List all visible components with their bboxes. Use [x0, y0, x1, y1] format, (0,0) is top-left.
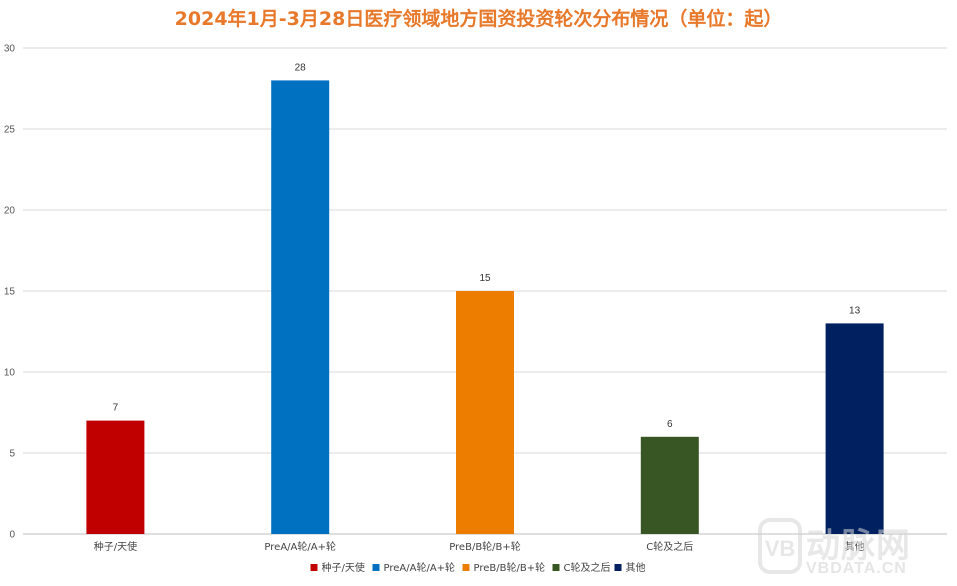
legend-entry: PreB/B轮/B+轮	[474, 561, 546, 574]
legend-entry: 种子/天使	[322, 561, 365, 574]
vb-logo-icon: VB	[758, 518, 802, 574]
data-label: 6	[667, 419, 673, 430]
bar	[640, 436, 699, 534]
legend-swatch	[614, 564, 622, 571]
y-axis-ticks: 0 5 10 15 20 25 30	[4, 44, 16, 541]
watermark-title: 动脉网	[806, 526, 911, 566]
data-label: 7	[113, 403, 119, 414]
legend-swatch	[552, 564, 560, 571]
legend: 种子/天使 PreA/A轮/A+轮 PreB/B轮/B+轮 C轮及之后 其他	[310, 561, 646, 574]
y-tick-label: 25	[4, 125, 16, 136]
legend-entry: C轮及之后	[564, 561, 611, 574]
data-labels: 7 28 15 6 13	[113, 62, 861, 429]
bar	[825, 323, 884, 534]
y-tick-label: 15	[4, 287, 16, 298]
x-tick-label: C轮及之后	[646, 540, 693, 553]
x-tick-label: PreB/B轮/B+轮	[449, 540, 521, 553]
category-labels: 种子/天使 PreA/A轮/A+轮 PreB/B轮/B+轮 C轮及之后 其他	[94, 540, 865, 553]
watermark: VB 动脉网 VBDATA.CN	[752, 514, 950, 580]
data-label: 28	[295, 62, 307, 73]
x-tick-label: 其他	[845, 540, 865, 553]
bar	[86, 420, 145, 534]
bar	[271, 80, 330, 535]
y-tick-label: 10	[4, 368, 16, 379]
chart-title: 2024年1月-3月28日医疗领域地方国资投资轮次分布情况（单位：起）	[174, 8, 783, 30]
svg-text:VB: VB	[765, 536, 796, 561]
legend-swatch	[462, 564, 470, 571]
bar	[456, 291, 514, 534]
watermark-url: VBDATA.CN	[806, 560, 907, 577]
legend-entry: PreA/A轮/A+轮	[384, 561, 456, 574]
y-tick-label: 5	[9, 449, 15, 460]
legend-entry: 其他	[626, 561, 646, 574]
legend-swatch	[310, 564, 318, 571]
data-label: 13	[849, 305, 861, 316]
y-tick-label: 30	[4, 44, 16, 55]
x-tick-label: PreA/A轮/A+轮	[264, 540, 336, 553]
y-tick-label: 0	[9, 530, 15, 541]
data-label: 15	[479, 273, 491, 284]
legend-swatch	[372, 564, 380, 571]
x-tick-label: 种子/天使	[94, 540, 137, 553]
y-tick-label: 20	[4, 206, 16, 217]
bars	[86, 80, 884, 535]
